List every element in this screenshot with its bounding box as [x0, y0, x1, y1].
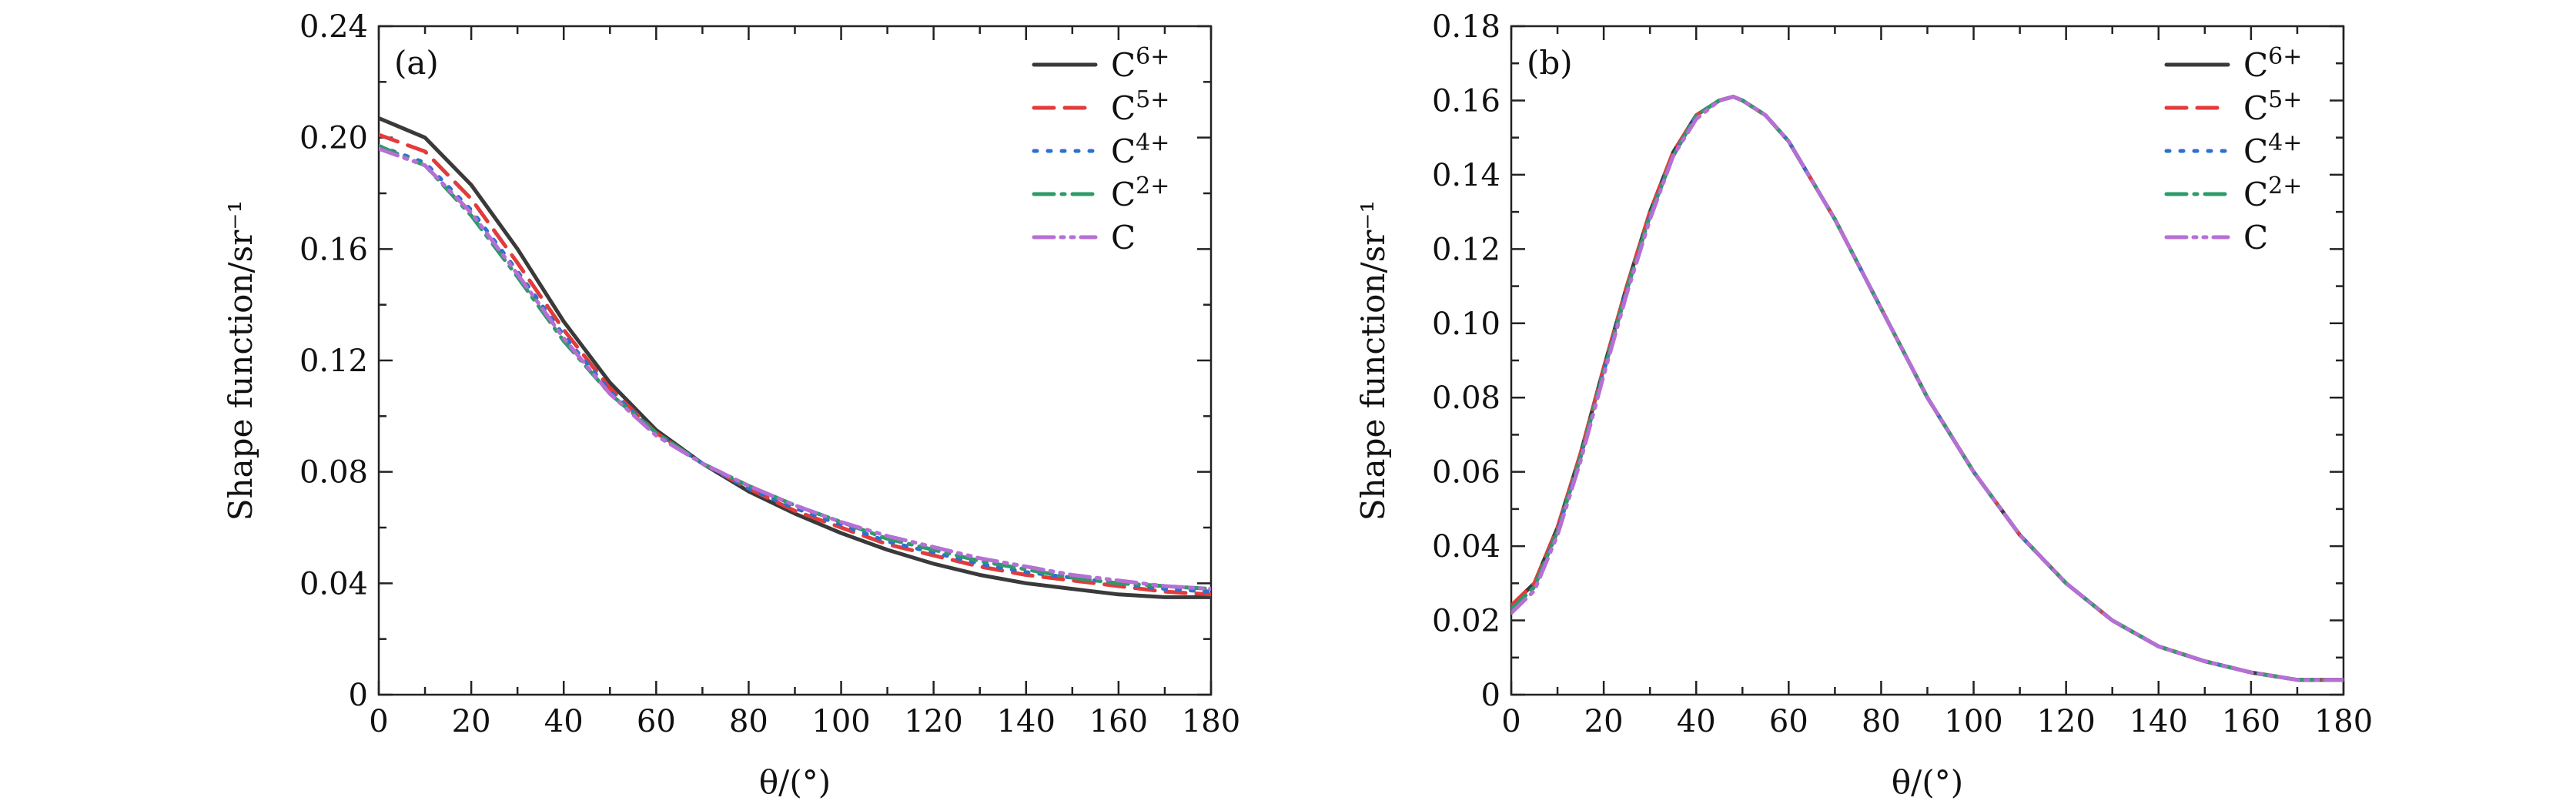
- series-line-C6+: [1511, 95, 2343, 682]
- x-tick-label: 60: [637, 704, 676, 739]
- y-tick-label: 0.02: [1432, 604, 1500, 639]
- legend-label: C2+: [2243, 173, 2302, 213]
- y-tick-label: 0: [1481, 678, 1500, 713]
- y-tick-label: 0.04: [1432, 529, 1500, 565]
- x-tick-label: 100: [811, 704, 870, 739]
- y-axis-title: Shape function/sr⁻¹: [1354, 200, 1392, 521]
- series-line-C: [379, 146, 1211, 591]
- legend-label-charge: 2+: [2268, 173, 2302, 199]
- x-tick-label: 40: [1677, 704, 1716, 739]
- legend-label-base: C: [2243, 176, 2268, 213]
- legend-label-charge: 2+: [1136, 173, 1169, 199]
- series-line-C2+: [1511, 95, 2343, 682]
- x-tick-label: 0: [1501, 704, 1521, 739]
- x-tick-label: 80: [729, 704, 768, 739]
- legend-label-charge: 4+: [1136, 129, 1169, 156]
- y-tick-label: 0.12: [299, 344, 368, 379]
- series-line-C5+: [379, 132, 1211, 597]
- y-tick-label: 0.06: [1432, 455, 1500, 491]
- y-tick-label: 0.20: [299, 121, 368, 156]
- x-tick-label: 80: [1862, 704, 1901, 739]
- panel-label: (a): [394, 44, 439, 82]
- series-line-C: [1511, 95, 2343, 682]
- legend-label-charge: 6+: [1136, 43, 1169, 70]
- legend-label-base: C: [1111, 219, 1136, 256]
- x-tick-label: 100: [1944, 704, 2002, 739]
- x-tick-label: 120: [2036, 704, 2095, 739]
- legend-label: C: [2243, 219, 2268, 256]
- legend-label-charge: 6+: [2268, 43, 2302, 70]
- legend-label-charge: 5+: [2268, 86, 2302, 113]
- plot-frame: [377, 25, 1213, 696]
- legend-label-base: C: [1111, 132, 1136, 170]
- series-line-C5+: [1511, 95, 2343, 682]
- legend-label-base: C: [1111, 176, 1136, 213]
- legend-label-base: C: [2243, 132, 2268, 170]
- x-tick-label: 20: [1584, 704, 1624, 739]
- legend-label-base: C: [2243, 219, 2268, 256]
- y-tick-label: 0: [349, 678, 368, 713]
- plot-frame: [1510, 25, 2345, 696]
- y-tick-label: 0.14: [1432, 158, 1500, 193]
- x-tick-label: 40: [544, 704, 584, 739]
- series-line-C2+: [379, 144, 1211, 591]
- y-tick-label: 0.24: [299, 9, 368, 45]
- legend-label: C5+: [2243, 86, 2302, 127]
- panel-a: 0 20 40 60 80 100 120 140 160 180 0 0.04 0.08 0.12 0.1…: [222, 9, 1240, 801]
- panel-b: 0 20 40 60 80 100 120 140 160 180 0 0.02 0.04 0.06 0.0…: [1354, 9, 2373, 801]
- y-tick-label: 0.08: [299, 455, 368, 491]
- legend-label: C2+: [1111, 173, 1169, 213]
- x-tick-label: 20: [452, 704, 491, 739]
- y-tick-label: 0.04: [299, 566, 368, 602]
- x-tick-label: 0: [369, 704, 388, 739]
- panel-label: (b): [1527, 44, 1573, 82]
- series-line-C4+: [379, 144, 1211, 594]
- y-axis-title: Shape function/sr⁻¹: [222, 200, 259, 521]
- x-tick-label: 180: [2314, 704, 2373, 739]
- y-tick-label: 0.12: [1432, 232, 1500, 267]
- x-tick-label: 180: [1182, 704, 1240, 739]
- legend-label-base: C: [2243, 89, 2268, 127]
- y-tick-label: 0.08: [1432, 380, 1500, 416]
- x-tick-label: 160: [2222, 704, 2280, 739]
- y-tick-label: 0.16: [1432, 83, 1500, 119]
- x-tick-label: 60: [1769, 704, 1808, 739]
- legend-label: C: [1111, 219, 1136, 256]
- legend-label-base: C: [1111, 46, 1136, 84]
- legend-label: C4+: [2243, 129, 2302, 170]
- x-tick-label: 160: [1089, 704, 1148, 739]
- series-line-C6+: [379, 116, 1211, 599]
- x-axis-title: θ/(°): [759, 763, 831, 801]
- x-tick-label: 140: [2129, 704, 2188, 739]
- series-line-C4+: [1511, 95, 2343, 682]
- legend-label-charge: 4+: [2268, 129, 2302, 156]
- legend-label: C6+: [1111, 43, 1169, 84]
- legend-label-base: C: [2243, 46, 2268, 84]
- x-tick-label: 120: [904, 704, 962, 739]
- legend-label-base: C: [1111, 89, 1136, 127]
- y-tick-label: 0.10: [1432, 307, 1500, 342]
- y-tick-label: 0.18: [1432, 9, 1500, 45]
- legend-label-charge: 5+: [1136, 86, 1169, 113]
- y-tick-label: 0.16: [299, 232, 368, 267]
- x-axis-title: θ/(°): [1892, 763, 1963, 801]
- x-tick-label: 140: [997, 704, 1055, 739]
- legend-label: C6+: [2243, 43, 2302, 84]
- legend-label: C5+: [1111, 86, 1169, 127]
- legend-label: C4+: [1111, 129, 1169, 170]
